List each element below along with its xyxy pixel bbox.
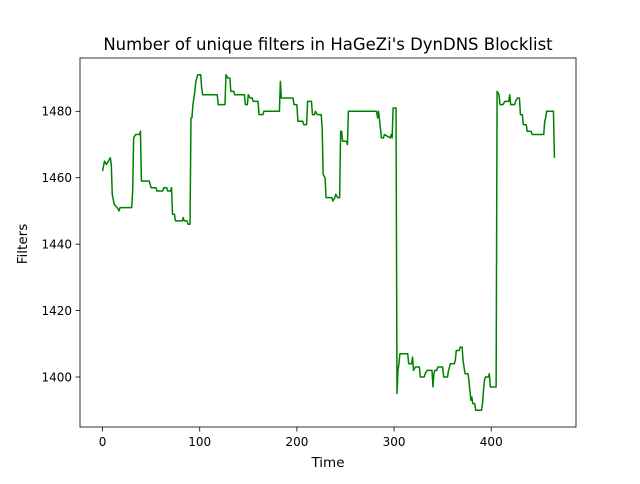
x-axis-label: Time bbox=[310, 455, 344, 471]
x-tick-label: 200 bbox=[285, 435, 308, 449]
x-tick-label: 100 bbox=[188, 435, 211, 449]
y-tick-label: 1480 bbox=[41, 105, 72, 119]
x-tick-label: 0 bbox=[99, 435, 107, 449]
axes-frame bbox=[79, 57, 577, 428]
y-axis-label: Filters bbox=[15, 224, 31, 264]
y-tick-label: 1420 bbox=[41, 304, 72, 318]
x-tick-label: 300 bbox=[383, 435, 406, 449]
y-tick-label: 1440 bbox=[41, 237, 72, 251]
series-line-0 bbox=[101, 74, 556, 411]
y-tick-label: 1460 bbox=[41, 171, 72, 185]
chart-title: Number of unique filters in HaGeZi's Dyn… bbox=[103, 35, 553, 54]
plot-area: 0 100 200 300 400 1400 1420 1440 1460 1480 bbox=[41, 57, 577, 449]
x-tick-label: 400 bbox=[480, 435, 503, 449]
y-tick-label: 1400 bbox=[41, 370, 72, 384]
